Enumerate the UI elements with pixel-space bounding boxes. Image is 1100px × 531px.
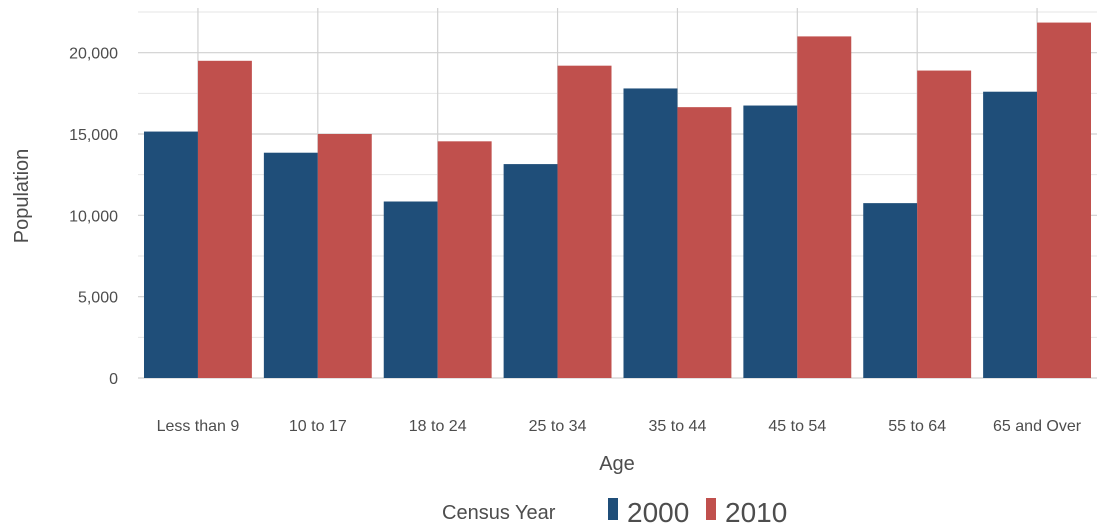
x-tick-label: 18 to 24 [409,418,467,435]
x-tick-label: 10 to 17 [289,418,347,435]
bar-2000-25-to-34 [504,164,558,378]
bar-2000-35-to-44 [623,88,677,378]
bar-2010-55-to-64 [917,71,971,378]
bars [144,23,1091,378]
x-tick-label: 25 to 34 [529,418,587,435]
legend-items: 2000 2010 [608,497,787,528]
y-tick-label: 10,000 [69,208,118,225]
x-tick-label: 65 and Over [993,418,1082,435]
x-tick-label: 55 to 64 [888,418,946,435]
y-tick-label: 20,000 [69,46,118,63]
bar-2000-45-to-54 [743,106,797,378]
bar-2000-55-to-64 [863,203,917,378]
legend: Census Year 2000 2010 [442,497,787,528]
legend-title: Census Year [442,502,556,524]
bar-2010-35-to-44 [677,107,731,378]
bar-2000-10-to-17 [264,153,318,378]
bar-2010-10-to-17 [318,134,372,378]
bar-2000-65-and-over [983,92,1037,378]
x-tick-label: 45 to 54 [768,418,826,435]
bar-2010-less-than-9 [198,61,252,378]
bar-2000-18-to-24 [384,202,438,378]
legend-swatch-2010 [706,498,716,520]
bar-2010-25-to-34 [558,66,612,378]
y-axis-title: Population [11,149,33,244]
bar-2010-65-and-over [1037,23,1091,378]
y-tick-label: 5,000 [78,290,118,307]
legend-label-2000: 2000 [627,497,689,528]
x-axis-title: Age [599,453,635,475]
x-tick-label: Less than 9 [157,418,240,435]
legend-swatch-2000 [608,498,618,520]
y-axis-ticks: 0 5,000 10,000 15,000 20,000 [69,46,118,388]
legend-label-2010: 2010 [725,497,787,528]
y-tick-label: 0 [109,371,118,388]
x-axis-ticks: Less than 9 10 to 17 18 to 24 25 to 34 35 to… [157,418,1082,435]
bar-2000-less-than-9 [144,132,198,378]
y-tick-label: 15,000 [69,127,118,144]
bar-2010-18-to-24 [438,141,492,378]
x-tick-label: 35 to 44 [649,418,707,435]
bar-2010-45-to-54 [797,36,851,378]
